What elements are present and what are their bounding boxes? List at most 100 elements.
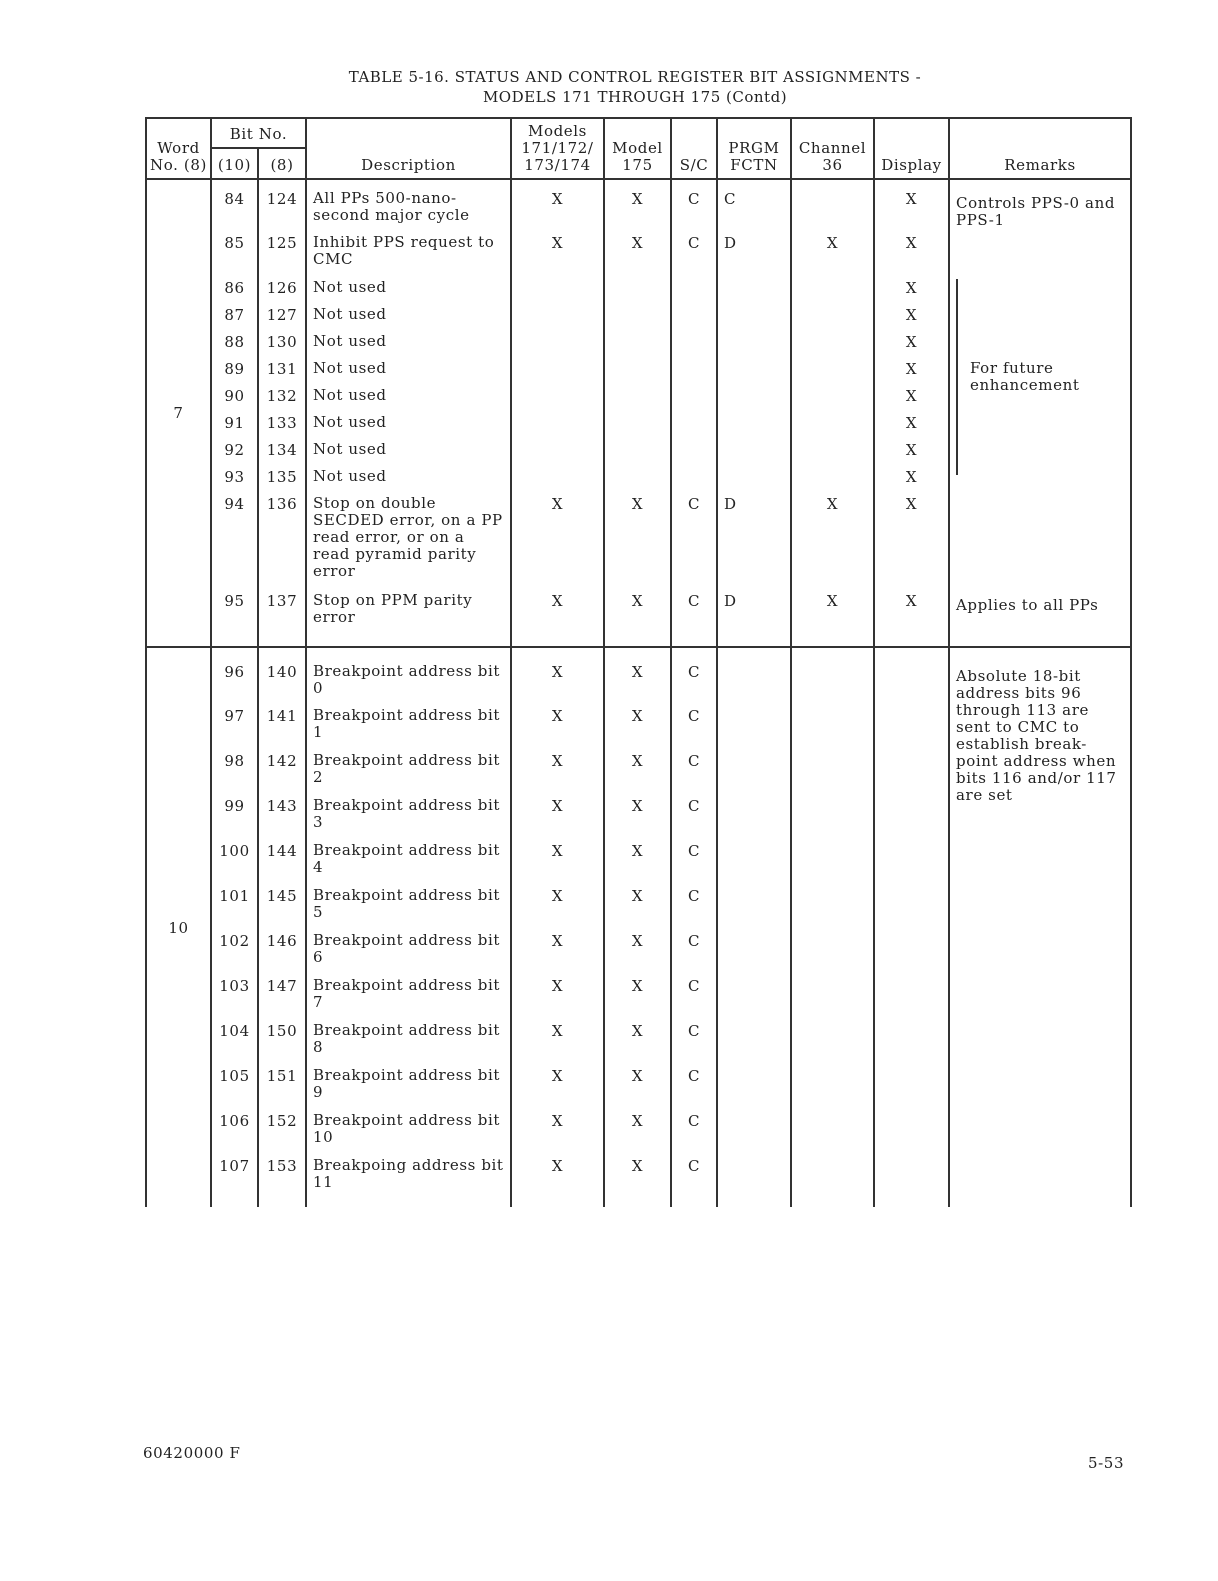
header-bit-decimal: (10) <box>210 147 259 180</box>
table-row: 107 153 Breakpoing address bit 11 X X C <box>146 1157 1131 1207</box>
header-channel-36: Channel 36 <box>790 117 875 180</box>
cell-model-175 <box>603 468 672 495</box>
cell-prgm-fctn: D <box>716 592 792 647</box>
cell-description: Stop on PPM parity error <box>305 592 512 647</box>
cell-bit-decimal: 101 <box>210 887 259 932</box>
cell-model-175 <box>603 333 672 360</box>
cell-prgm-fctn <box>716 797 792 842</box>
cell-sc: C <box>670 592 718 647</box>
cell-display: X <box>873 333 950 360</box>
cell-channel-36 <box>790 360 875 387</box>
cell-sc <box>670 414 718 441</box>
cell-bit-octal: 142 <box>257 752 307 797</box>
cell-model-175: X <box>603 752 672 797</box>
word-number: 10 <box>145 646 212 1207</box>
cell-prgm-fctn <box>716 1112 792 1157</box>
cell-bit-decimal: 86 <box>210 279 259 306</box>
cell-sc <box>670 387 718 414</box>
cell-description: Breakpoint address bit 10 <box>305 1112 512 1157</box>
table-row: 91 133 Not used X <box>146 414 1131 441</box>
cell-model-175 <box>603 360 672 387</box>
table-row: 85 125 Inhibit PPS request to CMC X X C D X X <box>146 234 1131 279</box>
cell-model-175: X <box>603 842 672 887</box>
cell-description: Breakpoint address bit 1 <box>305 707 512 752</box>
cell-description: All PPs 500-nano-second major cycle <box>305 178 512 234</box>
cell-bit-decimal: 96 <box>210 646 259 707</box>
cell-display: X <box>873 279 950 306</box>
page-number: 5-53 <box>1088 1454 1125 1472</box>
cell-bit-decimal: 92 <box>210 441 259 468</box>
cell-bit-decimal: 85 <box>210 234 259 279</box>
cell-channel-36 <box>790 387 875 414</box>
cell-bit-decimal: 98 <box>210 752 259 797</box>
cell-sc <box>670 279 718 306</box>
cell-prgm-fctn <box>716 932 792 977</box>
cell-models-171-174: X <box>510 234 605 279</box>
word-number: 7 <box>145 178 212 647</box>
cell-display: X <box>873 387 950 414</box>
cell-channel-36: X <box>790 234 875 279</box>
cell-sc: C <box>670 752 718 797</box>
cell-models-171-174 <box>510 333 605 360</box>
cell-bit-octal: 136 <box>257 495 307 592</box>
table-row: 94 136 Stop on double SECDED error, on a P… <box>146 495 1132 592</box>
cell-prgm-fctn <box>716 887 792 932</box>
cell-description: Stop on double SECDED error, on a PP rea… <box>305 495 512 592</box>
cell-model-175: X <box>603 495 672 592</box>
cell-channel-36 <box>790 333 875 360</box>
cell-bit-decimal: 97 <box>210 707 259 752</box>
cell-display <box>873 646 950 707</box>
cell-model-175: X <box>603 646 672 707</box>
cell-display: X <box>873 414 950 441</box>
cell-model-175: X <box>603 977 672 1022</box>
table-row: 87 127 Not used X <box>146 306 1131 333</box>
cell-channel-36 <box>790 887 875 932</box>
cell-sc: C <box>670 797 718 842</box>
cell-bit-octal: 146 <box>257 932 307 977</box>
cell-display <box>873 1022 950 1067</box>
cell-prgm-fctn <box>716 1022 792 1067</box>
cell-remarks: Absolute 18-bit address bits 96 through … <box>948 646 1132 1207</box>
cell-sc <box>670 333 718 360</box>
cell-bit-octal: 125 <box>257 234 307 279</box>
table-row: 93 135 Not used X <box>146 468 1131 495</box>
cell-description: Not used <box>305 387 512 414</box>
cell-sc: C <box>670 932 718 977</box>
cell-display: X <box>873 178 950 234</box>
table-title: TABLE 5-16. STATUS AND CONTROL REGISTER … <box>348 68 922 86</box>
cell-channel-36 <box>790 468 875 495</box>
cell-description: Breakpoint address bit 6 <box>305 932 512 977</box>
cell-display: X <box>873 468 950 495</box>
cell-bit-octal: 124 <box>257 178 307 234</box>
cell-bit-decimal: 106 <box>210 1112 259 1157</box>
cell-channel-36 <box>790 707 875 752</box>
cell-models-171-174: X <box>510 977 605 1022</box>
cell-sc: C <box>670 1022 718 1067</box>
cell-display <box>873 797 950 842</box>
cell-models-171-174: X <box>510 646 605 707</box>
cell-prgm-fctn <box>716 842 792 887</box>
cell-description: Breakpoint address bit 5 <box>305 887 512 932</box>
cell-models-171-174: X <box>510 495 605 592</box>
cell-sc: C <box>670 707 718 752</box>
table-row: 92 134 Not used X <box>146 441 1131 468</box>
cell-channel-36 <box>790 1067 875 1112</box>
cell-models-171-174 <box>510 306 605 333</box>
header-models-171-174: Models 171/172/ 173/174 <box>510 117 605 180</box>
cell-channel-36 <box>790 1157 875 1207</box>
cell-prgm-fctn <box>716 646 792 707</box>
cell-channel-36 <box>790 441 875 468</box>
cell-bit-octal: 133 <box>257 414 307 441</box>
cell-description: Not used <box>305 468 512 495</box>
cell-channel-36 <box>790 932 875 977</box>
bit-assignment-table: Word No. (8) Bit No. Description Models … <box>145 117 1132 1207</box>
cell-bit-octal: 150 <box>257 1022 307 1067</box>
cell-models-171-174: X <box>510 1022 605 1067</box>
cell-models-171-174 <box>510 360 605 387</box>
cell-bit-octal: 134 <box>257 441 307 468</box>
cell-bit-octal: 151 <box>257 1067 307 1112</box>
cell-display: X <box>873 306 950 333</box>
table-row: 88 130 Not used X <box>146 333 1131 360</box>
